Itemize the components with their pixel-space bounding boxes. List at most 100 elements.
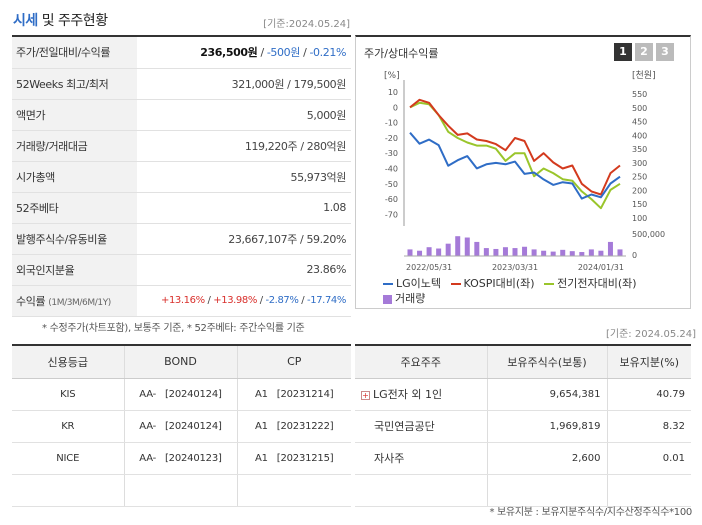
left-tick-label: -50 <box>385 180 398 189</box>
info-label: 거래량/거래대금 <box>12 130 137 162</box>
col-header: 보유지분(%) <box>607 345 691 379</box>
info-value: 55,973억원 <box>137 161 351 193</box>
volume-bar <box>502 247 508 256</box>
shareholders-table: 주요주주 보유주식수(보통) 보유지분(%) + LG전자 외 1인 9,654,… <box>355 344 691 507</box>
left-tick-label: -60 <box>385 195 398 204</box>
volume-bar <box>474 241 480 256</box>
legend-swatch <box>383 294 392 304</box>
bond-rating: AA- [20240124] <box>124 410 238 443</box>
price-change-pct: -0.21% <box>309 46 346 60</box>
market-info-table: 주가/전일대비/수익률 236,500원 / -500원 / -0.21% 52… <box>12 37 351 317</box>
holders-base-date: [기준: 2024.05.24] <box>606 329 697 340</box>
info-value: 1.08 <box>137 192 351 224</box>
info-label: 52Weeks 최고/최저 <box>12 68 137 100</box>
price-chart: [%] [천원]100-10-20-30-40-50-60-70550500450… <box>384 70 665 272</box>
right-tick-label: 300 <box>632 159 647 168</box>
bond-rating: AA- [20240124] <box>124 378 238 411</box>
footnote-price: * 수정주가(차트포함), 보통주 기준, * 52주베타: 주간수익률 기준 <box>42 323 305 334</box>
legend-elec: 전기전자대비(좌) <box>544 276 637 291</box>
info-row-52w: 52Weeks 최고/최저 321,000원 / 179,500원 <box>12 68 351 100</box>
right-tick-label: 150 <box>632 200 647 209</box>
chart-tab-1[interactable]: 1 <box>614 43 632 61</box>
section-title-rest: 및 주주현황 <box>41 13 108 29</box>
legend-swatch <box>383 283 393 285</box>
x-tick-label: 2024/01/31 <box>578 263 624 272</box>
info-row-par: 액면가 5,000원 <box>12 99 351 131</box>
info-label: 52주베타 <box>12 192 137 224</box>
legend-swatch <box>544 283 555 285</box>
left-tick-label: -20 <box>385 134 398 143</box>
col-header: 주요주주 <box>355 345 488 379</box>
info-row-price: 주가/전일대비/수익률 236,500원 / -500원 / -0.21% <box>12 37 351 69</box>
left-tick-label: -30 <box>385 149 398 158</box>
volume-bar <box>617 249 623 256</box>
rating-agency: KIS <box>12 378 125 411</box>
right-tick-label: 200 <box>632 186 647 195</box>
volume-bar <box>445 243 451 256</box>
holder-shares: 9,654,381 <box>487 378 608 411</box>
info-value: +13.16% / +13.98% / -2.87% / -17.74% <box>137 285 351 317</box>
return-1y: -17.74% <box>307 295 346 306</box>
top-rule <box>12 35 351 37</box>
holder-pct: 8.32 <box>607 410 691 443</box>
holder-pct: 0.01 <box>607 442 691 475</box>
volume-bar <box>588 249 594 256</box>
right-tick-label: 400 <box>632 131 647 140</box>
col-header: 보유주식수(보통) <box>487 345 608 379</box>
col-header: CP <box>237 345 351 379</box>
right-tick-label: 250 <box>632 173 647 182</box>
info-label: 수익률 (1M/3M/6M/1Y) <box>12 285 137 317</box>
chart-legend: LG이노텍 KOSPI대비(좌) 전기전자대비(좌) 거래량 <box>383 276 643 306</box>
bond-rating: AA- [20240123] <box>124 442 238 475</box>
series-line-elec <box>409 101 621 210</box>
series-line-kospi <box>409 98 621 196</box>
rating-agency: NICE <box>12 442 125 475</box>
table-row: KR AA- [20240124] A1 [20231222] <box>12 410 351 443</box>
chart-tab-3[interactable]: 3 <box>656 43 674 61</box>
table-row-empty <box>355 474 691 507</box>
left-tick-label: -10 <box>385 119 398 128</box>
legend-kospi: KOSPI대비(좌) <box>450 276 535 291</box>
return-1m: +13.16% <box>160 295 205 306</box>
left-tick-label: -40 <box>385 165 398 174</box>
volume-bar <box>531 249 537 256</box>
base-date: [기준:2024.05.24] <box>263 19 350 30</box>
cp-rating: A1 [20231214] <box>237 378 351 411</box>
info-value: 119,220주 / 280억원 <box>137 130 351 162</box>
chart-tab-2[interactable]: 2 <box>635 43 653 61</box>
table-row-empty <box>12 474 351 507</box>
right-tick-label: 100 <box>632 214 647 223</box>
return-3m: +13.98% <box>213 295 257 306</box>
holder-shares: 2,600 <box>487 442 608 475</box>
return-6m: -2.87% <box>265 295 299 306</box>
info-row-foreign: 외국인지분율 23.86% <box>12 254 351 286</box>
table-row: 자사주 2,600 0.01 <box>355 442 691 475</box>
volume-bar <box>569 251 575 256</box>
volume-bar <box>417 250 423 256</box>
price-change: -500원 <box>266 46 300 60</box>
chart-panel <box>355 35 691 309</box>
holder-name[interactable]: + LG전자 외 1인 <box>355 378 488 411</box>
volume-bar <box>560 249 566 256</box>
left-axis-unit: [%] <box>384 71 400 81</box>
info-row-volume: 거래량/거래대금 119,220주 / 280억원 <box>12 130 351 162</box>
cp-rating: A1 [20231215] <box>237 442 351 475</box>
info-label: 액면가 <box>12 99 137 131</box>
expand-icon[interactable]: + <box>361 390 370 400</box>
volume-bar <box>579 252 585 256</box>
holder-shares: 1,969,819 <box>487 410 608 443</box>
info-row-shares: 발행주식수/유동비율 23,667,107주 / 59.20% <box>12 223 351 255</box>
left-tick-label: 10 <box>388 88 398 97</box>
info-label: 시가총액 <box>12 161 137 193</box>
volume-bar <box>493 248 499 256</box>
volume-bar <box>483 248 489 256</box>
right-tick-label: 450 <box>632 118 647 127</box>
credit-rating-table: 신용등급 BOND CP KIS AA- [20240124] A1 [2023… <box>12 344 351 507</box>
info-value: 23,667,107주 / 59.20% <box>137 223 351 255</box>
info-label: 발행주식수/유동비율 <box>12 223 137 255</box>
table-row: NICE AA- [20240123] A1 [20231215] <box>12 442 351 475</box>
volume-bar <box>607 241 613 256</box>
col-header: 신용등급 <box>12 345 125 379</box>
section-title-main: 시세 <box>13 13 38 29</box>
